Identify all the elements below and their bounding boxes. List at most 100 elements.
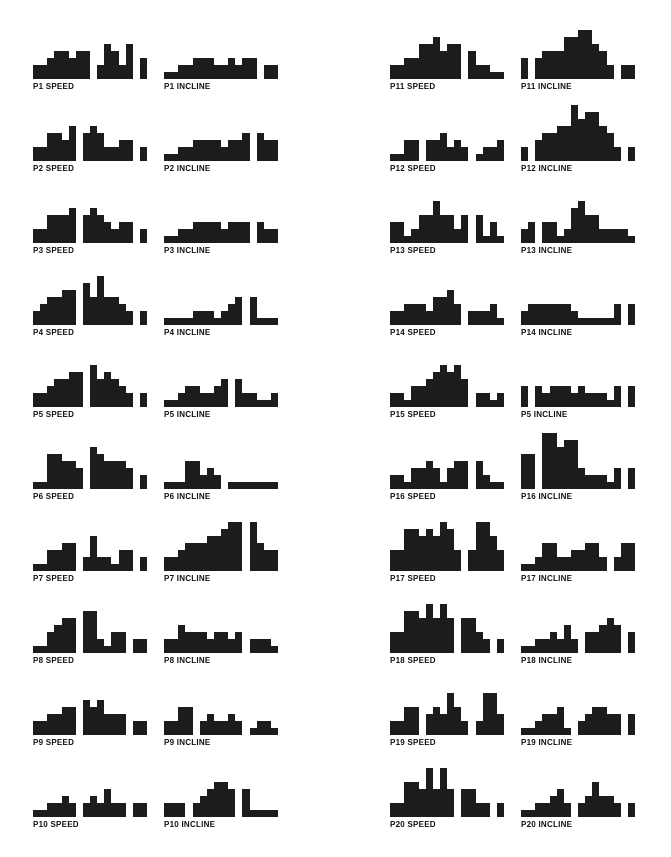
chart-label: P8 SPEED	[33, 656, 75, 665]
bar	[549, 433, 557, 489]
bar	[40, 147, 48, 161]
bar	[235, 65, 243, 79]
bar	[404, 707, 412, 735]
bar	[263, 639, 271, 653]
bar-area	[521, 427, 635, 489]
bar	[411, 468, 419, 489]
bar	[139, 311, 147, 325]
bar	[606, 482, 614, 489]
column-gap-spacer	[295, 176, 373, 255]
bar	[171, 639, 179, 653]
bar	[496, 72, 504, 79]
profile-chart: P16 INCLINE	[521, 422, 635, 501]
bar	[475, 154, 483, 161]
bar	[418, 386, 426, 407]
bar	[221, 65, 229, 79]
bar	[82, 51, 90, 79]
bar	[213, 632, 221, 653]
bar	[411, 58, 419, 79]
bar	[439, 522, 447, 571]
bar	[570, 105, 578, 161]
bar	[263, 400, 271, 407]
bar	[192, 461, 200, 489]
bar	[40, 393, 48, 407]
bar	[563, 440, 571, 489]
bar	[111, 461, 119, 489]
bar	[263, 140, 271, 161]
bar	[270, 65, 278, 79]
profile-chart: P9 INCLINE	[164, 668, 278, 747]
bar	[33, 810, 41, 817]
bar	[206, 639, 214, 653]
bar-area	[390, 181, 504, 243]
bar	[447, 290, 455, 325]
bar	[578, 119, 586, 161]
bar	[627, 632, 635, 653]
bar	[390, 222, 398, 243]
bar-area	[390, 509, 504, 571]
chart-label: P16 SPEED	[390, 492, 436, 501]
bar	[90, 126, 98, 161]
bar	[139, 393, 147, 407]
bar	[613, 468, 621, 489]
bar	[425, 44, 433, 79]
bar	[599, 796, 607, 817]
bar	[620, 229, 628, 243]
bar	[496, 482, 504, 489]
bar	[235, 482, 243, 489]
bar	[164, 639, 172, 653]
bar	[185, 229, 193, 243]
bar	[563, 625, 571, 653]
bar	[54, 550, 62, 571]
bar	[118, 386, 126, 407]
bar	[461, 379, 469, 407]
bar	[592, 44, 600, 79]
bar-area	[521, 345, 635, 407]
bar	[404, 140, 412, 161]
bar	[570, 440, 578, 489]
bar	[263, 65, 271, 79]
bar	[563, 37, 571, 79]
profile-chart: P14 INCLINE	[521, 258, 635, 337]
bar	[535, 386, 543, 407]
bar	[447, 215, 455, 243]
chart-label: P7 INCLINE	[164, 574, 211, 583]
bar	[61, 140, 69, 161]
bar	[411, 782, 419, 817]
bar	[213, 386, 221, 407]
bar	[206, 140, 214, 161]
bar	[90, 611, 98, 653]
profile-chart: P12 INCLINE	[521, 94, 635, 173]
bar	[542, 393, 550, 407]
bar	[578, 550, 586, 571]
bar	[68, 707, 76, 735]
bar	[578, 201, 586, 243]
bar	[620, 543, 628, 571]
profile-chart: P5 INCLINE	[164, 340, 278, 419]
bar	[171, 803, 179, 817]
bar	[270, 646, 278, 653]
bar-area	[521, 99, 635, 161]
bar	[432, 468, 440, 489]
bar	[47, 215, 55, 243]
bar-area	[164, 263, 278, 325]
bar	[556, 51, 564, 79]
bar	[475, 65, 483, 79]
chart-label: P16 INCLINE	[521, 492, 573, 501]
bar	[104, 646, 112, 653]
bar	[496, 393, 504, 407]
bar	[221, 782, 229, 817]
bar	[613, 304, 621, 325]
bar	[439, 51, 447, 79]
bar	[447, 618, 455, 653]
bar	[178, 803, 186, 817]
bar	[185, 707, 193, 735]
bar	[599, 475, 607, 489]
bar	[592, 112, 600, 161]
bar	[139, 147, 147, 161]
bar	[482, 522, 490, 571]
bar	[439, 215, 447, 243]
bar	[104, 372, 112, 407]
bar	[185, 318, 193, 325]
bar	[542, 803, 550, 817]
